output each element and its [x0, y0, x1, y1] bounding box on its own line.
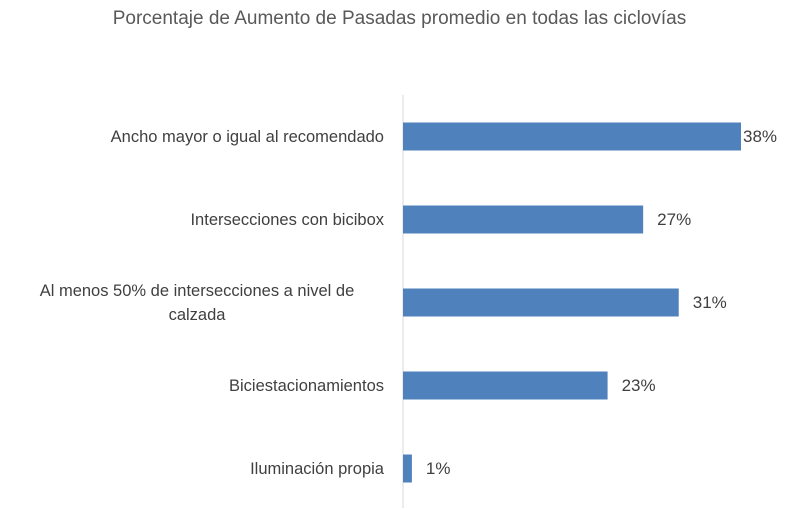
- bar: [403, 454, 412, 483]
- category-label: Al menos 50% de intersecciones a nivel d…: [10, 279, 384, 327]
- category-label: Intersecciones con bicibox: [10, 208, 384, 232]
- category-label: Ancho mayor o igual al recomendado: [10, 125, 384, 149]
- value-label: 27%: [657, 210, 691, 229]
- value-label: 1%: [426, 459, 451, 478]
- bar: [403, 288, 679, 317]
- value-label: 31%: [693, 293, 727, 312]
- category-label: Iluminación propia: [10, 457, 384, 481]
- bar: [403, 371, 608, 400]
- category-text: Iluminación propia: [250, 459, 384, 478]
- category-text: Biciestacionamientos: [229, 376, 384, 395]
- value-label: 23%: [622, 376, 656, 395]
- chart-title: Porcentaje de Aumento de Pasadas promedi…: [112, 8, 687, 29]
- category-text: Al menos 50% de intersecciones a nivel d…: [39, 281, 355, 324]
- category-text: Intersecciones con bicibox: [190, 210, 384, 229]
- category-label: Biciestacionamientos: [10, 374, 384, 398]
- bar: [403, 205, 644, 234]
- value-label: 38%: [743, 127, 777, 146]
- category-text: Ancho mayor o igual al recomendado: [110, 127, 384, 146]
- bar: [403, 122, 741, 151]
